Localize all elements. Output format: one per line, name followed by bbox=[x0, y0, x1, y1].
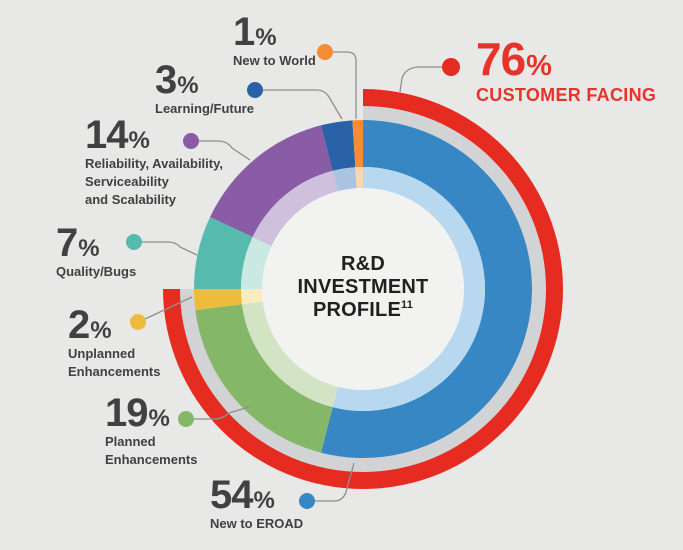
segment-inner-new-to-eroad bbox=[332, 167, 485, 411]
segment-inner-new-to-world bbox=[355, 167, 363, 189]
callout-customer-facing-value: 76% bbox=[476, 33, 552, 85]
callout-quality-bugs: 7% Quality/Bugs bbox=[56, 221, 137, 281]
chart-center-title-line3: PROFILE11 bbox=[312, 299, 414, 322]
callout-dot-learning-future bbox=[247, 82, 263, 98]
callout-reliability-value: 14% bbox=[85, 113, 150, 157]
segment-learning-future bbox=[320, 120, 356, 171]
callout-dot-unplanned-enhancements bbox=[130, 314, 146, 330]
leader-line-quality-bugs bbox=[141, 241, 198, 256]
segment-inner-reliability-availability-serviceability-and-scalability bbox=[252, 170, 338, 246]
leader-line-planned-enhancements bbox=[194, 406, 250, 420]
callout-learning-future-value: 3% bbox=[155, 58, 199, 102]
leader-line-new-to-world bbox=[333, 51, 357, 119]
footnote-marker: 11 bbox=[401, 299, 414, 312]
segment-quality-bugs bbox=[194, 217, 253, 289]
leader-line-reliability-availability-serviceability-and-scalability bbox=[199, 140, 251, 161]
leader-line-customer-facing bbox=[399, 66, 443, 93]
donut-center-circle bbox=[262, 188, 464, 390]
chart-center-title-line1: R&D bbox=[341, 252, 385, 275]
segment-inner-learning-future bbox=[332, 167, 357, 192]
callout-new-to-eroad: 54% New to EROAD bbox=[210, 473, 304, 533]
percent-sign: % bbox=[177, 72, 199, 99]
segment-inner-unplanned-enhancements bbox=[241, 289, 263, 305]
callout-unplanned-enhancements-value: 2% bbox=[68, 303, 112, 347]
callout-new-to-world-label: New to World bbox=[233, 53, 316, 68]
chart-center-title: R&D INVESTMENT PROFILE11 bbox=[298, 253, 429, 323]
callout-new-to-eroad-value: 54% bbox=[210, 473, 275, 517]
callout-quality-bugs-value: 7% bbox=[56, 221, 100, 265]
segment-unplanned-enhancements bbox=[194, 289, 242, 311]
callout-unplanned-enhancements: 2% Unplanned Enhancements bbox=[68, 303, 161, 381]
callout-quality-bugs-label: Quality/Bugs bbox=[56, 264, 137, 279]
percent-sign: % bbox=[128, 127, 150, 154]
callout-new-to-world-value: 1% bbox=[233, 10, 277, 54]
callout-planned-enhancements-label: Planned Enhancements bbox=[105, 434, 198, 467]
callout-dot-new-to-eroad bbox=[299, 493, 315, 509]
percent-sign: % bbox=[148, 405, 170, 432]
segment-planned-enhancements bbox=[195, 304, 333, 453]
segment-inner-quality-bugs bbox=[241, 237, 272, 289]
callout-dot-customer-facing bbox=[442, 58, 460, 76]
callout-reliability: 14% Reliability, Availability, Serviceab… bbox=[85, 113, 223, 209]
callout-customer-facing: 76% CUSTOMER FACING bbox=[476, 33, 657, 108]
callout-learning-future: 3% Learning/Future bbox=[155, 58, 254, 118]
callout-new-to-eroad-label: New to EROAD bbox=[210, 516, 304, 531]
segment-inner-planned-enhancements bbox=[241, 301, 338, 408]
percent-sign: % bbox=[90, 317, 112, 344]
callout-dot-planned-enhancements bbox=[178, 411, 194, 427]
percent-sign: % bbox=[526, 50, 552, 82]
segment-reliability-availability-serviceability-and-scalability bbox=[210, 125, 333, 238]
callout-customer-facing-label: CUSTOMER FACING bbox=[476, 85, 657, 106]
chart-center-title-line2: INVESTMENT bbox=[297, 276, 429, 299]
callout-planned-enhancements: 19% Planned Enhancements bbox=[105, 391, 198, 469]
callout-reliability-label: Reliability, Availability, Serviceabilit… bbox=[85, 156, 223, 207]
segment-new-to-world bbox=[352, 119, 363, 168]
callout-learning-future-label: Learning/Future bbox=[155, 101, 254, 116]
callout-dot-reliability-availability-serviceability-and-scalability bbox=[183, 133, 199, 149]
leader-line-unplanned-enhancements bbox=[144, 296, 193, 320]
callout-planned-enhancements-value: 19% bbox=[105, 391, 170, 435]
leader-line-new-to-eroad bbox=[315, 462, 355, 502]
callout-new-to-world: 1% New to World bbox=[233, 10, 316, 70]
callout-dot-quality-bugs bbox=[126, 234, 142, 250]
percent-sign: % bbox=[78, 235, 100, 262]
percent-sign: % bbox=[253, 487, 275, 514]
leader-line-learning-future bbox=[263, 89, 343, 120]
callout-dot-new-to-world bbox=[317, 44, 333, 60]
percent-sign: % bbox=[255, 24, 277, 51]
callout-unplanned-enhancements-label: Unplanned Enhancements bbox=[68, 346, 161, 379]
segment-new-to-eroad bbox=[320, 120, 533, 458]
